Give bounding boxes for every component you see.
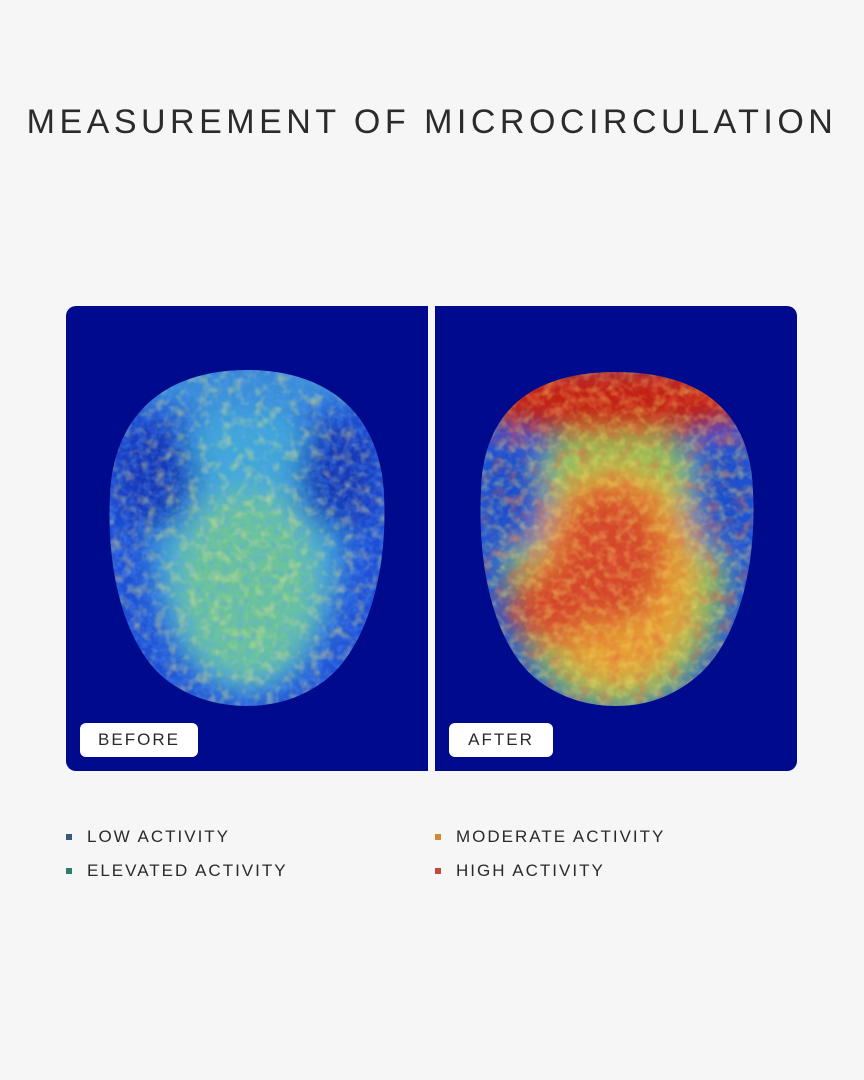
- after-panel: AFTER: [435, 306, 797, 771]
- legend-item-low: LOW ACTIVITY: [66, 822, 230, 852]
- legend-item-moderate: MODERATE ACTIVITY: [435, 822, 665, 852]
- legend-label: HIGH ACTIVITY: [456, 861, 605, 880]
- low-swatch-icon: [66, 834, 72, 840]
- after-label: AFTER: [449, 723, 553, 757]
- moderate-swatch-icon: [435, 834, 441, 840]
- legend-item-high: HIGH ACTIVITY: [435, 856, 605, 886]
- legend-label: LOW ACTIVITY: [87, 827, 231, 846]
- page-title: MEASUREMENT OF MICROCIRCULATION: [26, 103, 838, 141]
- elevated-swatch-icon: [66, 868, 72, 874]
- high-swatch-icon: [435, 868, 441, 874]
- before-panel: BEFORE: [66, 306, 428, 771]
- activity-legend: LOW ACTIVITY MODERATE ACTIVITY ELEVATED …: [66, 822, 797, 892]
- legend-label: ELEVATED ACTIVITY: [87, 861, 288, 880]
- before-thermal-image: [66, 306, 428, 771]
- comparison-panels: BEFORE: [66, 306, 797, 771]
- after-thermal-image: [435, 306, 797, 771]
- before-label: BEFORE: [80, 723, 198, 757]
- legend-label: MODERATE ACTIVITY: [456, 827, 666, 846]
- legend-item-elevated: ELEVATED ACTIVITY: [66, 856, 288, 886]
